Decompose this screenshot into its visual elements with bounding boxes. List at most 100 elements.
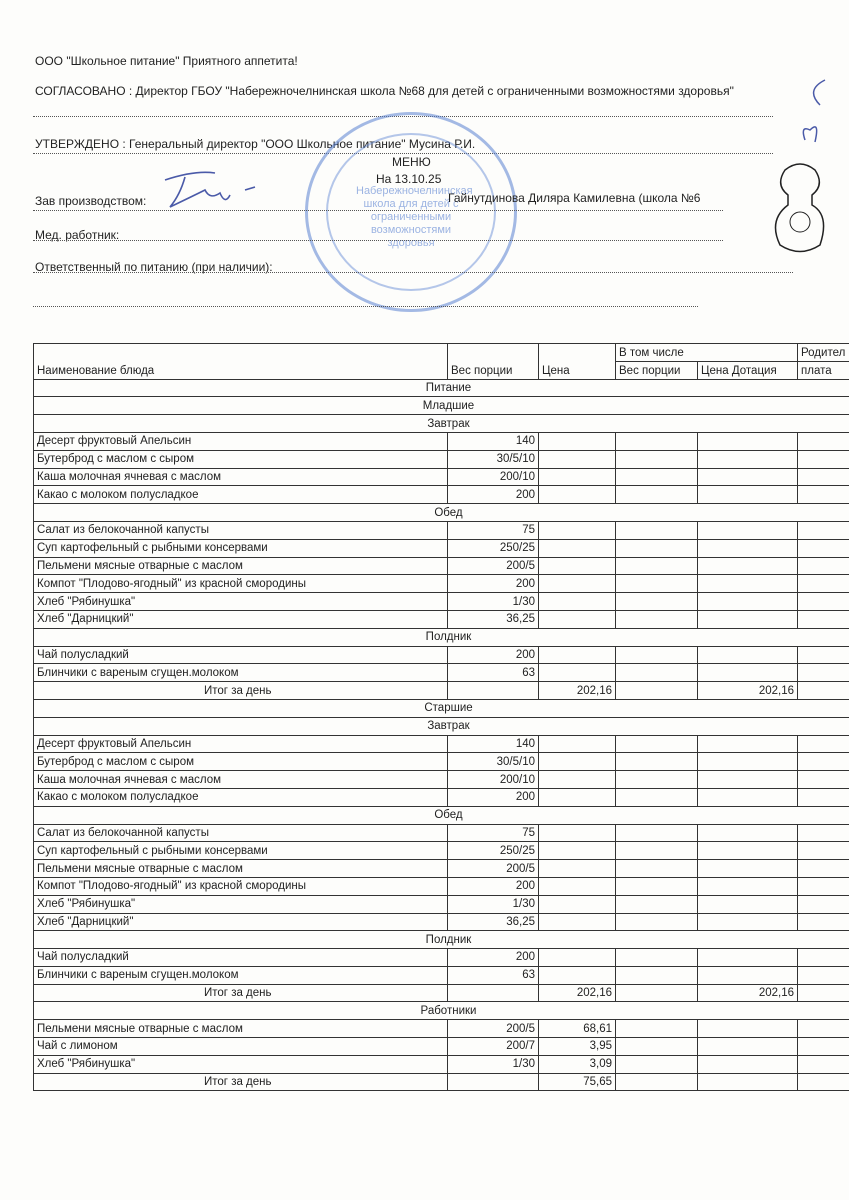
price-cell xyxy=(538,556,616,576)
dish-row: Каша молочная ячневая с маслом 200/10 xyxy=(33,467,849,487)
price-cell xyxy=(538,823,616,843)
sub-weight-cell xyxy=(615,574,698,594)
dotation-cell xyxy=(697,948,798,967)
parent-fee-cell xyxy=(797,485,849,505)
price-cell xyxy=(538,663,616,683)
section-label: Полдник xyxy=(33,930,849,950)
price-cell xyxy=(538,734,616,754)
dish-row: Салат из белокочанной капусты 75 xyxy=(33,823,849,843)
parent-fee-cell xyxy=(797,770,849,789)
sub-weight-cell xyxy=(615,948,698,967)
menu-date: На 13.10.25 xyxy=(376,172,442,186)
weight-cell: 30/5/10 xyxy=(447,449,539,469)
signature-line xyxy=(33,306,698,307)
weight-cell: 1/30 xyxy=(447,1054,539,1074)
sub-weight-cell xyxy=(615,663,698,683)
price-cell xyxy=(538,467,616,487)
total-row: Итог за день 202,16 202,16 xyxy=(33,983,849,1003)
dotation-cell xyxy=(697,556,798,576)
sub-weight-cell xyxy=(615,1019,698,1039)
header-including: В том числе xyxy=(615,343,798,362)
dish-row: Чай полусладкий 200 xyxy=(33,645,849,665)
dish-row: Десерт фруктовый Апельсин 140 xyxy=(33,734,849,754)
dotation-cell xyxy=(697,538,798,558)
sub-weight-cell xyxy=(615,538,698,558)
dish-name: Десерт фруктовый Апельсин xyxy=(33,431,448,451)
dish-name: Пельмени мясные отварные с маслом xyxy=(33,859,448,878)
dotation-cell xyxy=(697,734,798,754)
section-label: Старшие xyxy=(33,698,849,718)
section-label: Работники xyxy=(33,1001,849,1021)
sub-weight-cell xyxy=(615,859,698,878)
section-label: Завтрак xyxy=(33,414,849,433)
price-cell xyxy=(538,485,616,505)
sub-weight-cell xyxy=(615,592,698,611)
dotation-cell xyxy=(697,859,798,878)
parent-fee-cell xyxy=(797,574,849,594)
sub-weight-cell xyxy=(615,734,698,754)
weight-cell: 30/5/10 xyxy=(447,752,539,772)
menu-title: МЕНЮ xyxy=(392,155,431,169)
dish-name: Пельмени мясные отварные с маслом xyxy=(33,556,448,576)
dotation-cell xyxy=(697,1054,798,1074)
price-cell xyxy=(538,787,616,807)
parent-fee-cell xyxy=(797,1072,849,1092)
dish-row: Бутерброд с маслом с сыром 30/5/10 xyxy=(33,752,849,772)
price-cell xyxy=(538,948,616,967)
parent-fee-cell xyxy=(797,859,849,878)
section-row: Полдник xyxy=(33,627,849,647)
dotation-cell xyxy=(697,876,798,896)
section-row: Обед xyxy=(33,503,849,522)
agreed-line: СОГЛАСОВАНО : Директор ГБОУ "Набережноче… xyxy=(35,84,734,98)
price-cell xyxy=(538,574,616,594)
dish-name: Блинчики с вареным сгущен.молоком xyxy=(33,965,448,985)
parent-fee-cell xyxy=(797,823,849,843)
sub-weight-cell xyxy=(615,681,698,700)
price-cell xyxy=(538,431,616,451)
weight-cell: 200 xyxy=(447,574,539,594)
header-dotation: Цена Дотация xyxy=(697,360,798,380)
price-cell: 75,65 xyxy=(538,1072,616,1092)
header-parent: Родител xyxy=(797,343,849,362)
dish-row: Какао с молоком полусладкое 200 xyxy=(33,787,849,807)
parent-fee-cell xyxy=(797,1054,849,1074)
dotation-cell xyxy=(697,431,798,451)
dotation-cell xyxy=(697,841,798,861)
parent-fee-cell xyxy=(797,1037,849,1056)
weight-cell: 200/5 xyxy=(447,859,539,878)
dish-name: Салат из белокочанной капусты xyxy=(33,823,448,843)
weight-cell: 200 xyxy=(447,645,539,665)
sub-weight-cell xyxy=(615,965,698,985)
price-cell xyxy=(538,876,616,896)
price-cell: 202,16 xyxy=(538,983,616,1003)
chef-mascot-icon xyxy=(774,163,825,253)
parent-fee-cell xyxy=(797,983,849,1003)
dotation-cell xyxy=(697,894,798,914)
parent-fee-cell xyxy=(797,609,849,629)
price-cell xyxy=(538,538,616,558)
handwritten-signature-icon xyxy=(802,79,826,143)
parent-fee-cell xyxy=(797,841,849,861)
sub-weight-cell xyxy=(615,1037,698,1056)
dotation-cell: 202,16 xyxy=(697,681,798,700)
price-cell: 68,61 xyxy=(538,1019,616,1039)
price-cell xyxy=(538,841,616,861)
sub-weight-cell xyxy=(615,894,698,914)
parent-fee-cell xyxy=(797,734,849,754)
price-cell xyxy=(538,609,616,629)
dish-name: Чай полусладкий xyxy=(33,645,448,665)
dish-name: Пельмени мясные отварные с маслом xyxy=(33,1019,448,1039)
dish-row: Чай с лимоном 200/7 3,95 xyxy=(33,1037,849,1056)
parent-fee-cell xyxy=(797,663,849,683)
dish-name: Каша молочная ячневая с маслом xyxy=(33,467,448,487)
menu-table: Наименование блюда Вес порции Цена В том… xyxy=(33,343,849,1092)
dotation-cell xyxy=(697,609,798,629)
dotation-cell xyxy=(697,823,798,843)
section-row: Полдник xyxy=(33,930,849,950)
price-cell xyxy=(538,592,616,611)
dish-row: Хлеб "Дарницкий" 36,25 xyxy=(33,912,849,932)
weight-cell: 75 xyxy=(447,823,539,843)
parent-fee-cell xyxy=(797,912,849,932)
dotation-cell xyxy=(697,965,798,985)
section-label: Завтрак xyxy=(33,716,849,736)
